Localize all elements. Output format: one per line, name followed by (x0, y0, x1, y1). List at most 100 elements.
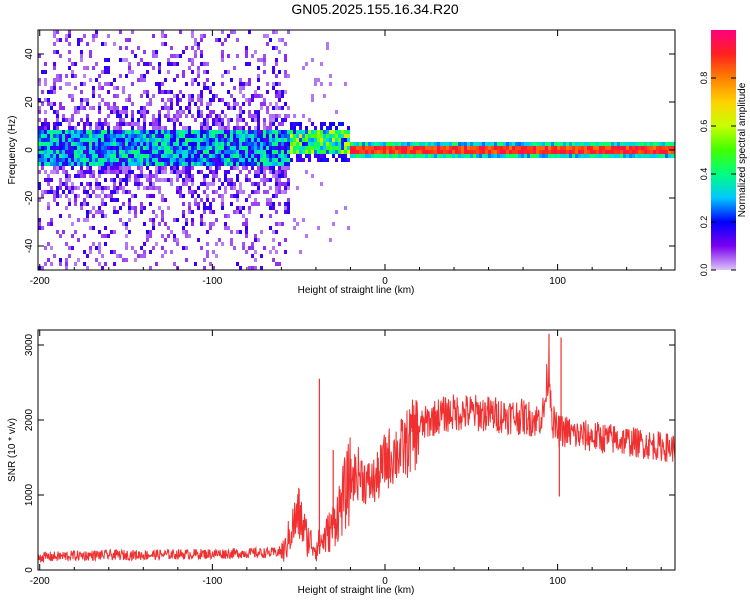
spectrogram-cell (104, 122, 107, 126)
spectrogram-cell (80, 102, 83, 106)
spectrogram-cell (170, 130, 173, 134)
spectrogram-x-label: Height of straight line (km) (298, 285, 415, 296)
spectrogram-cell (80, 202, 83, 206)
spectrogram-cell (227, 162, 230, 166)
spectrogram-cell (95, 30, 98, 34)
spectrogram-cell (86, 118, 89, 122)
spectrogram-cell (173, 158, 176, 162)
spectrogram-cell (221, 146, 224, 150)
spectrogram-cell (179, 138, 182, 142)
spectrogram-cell (164, 130, 167, 134)
spectrogram-cell (230, 230, 233, 234)
spectrogram-cell (461, 142, 464, 146)
spectrogram-cell (89, 170, 92, 174)
spectrogram-cell (38, 98, 41, 102)
spectrogram-cell (77, 146, 80, 150)
spectrogram-cell (188, 210, 191, 214)
spectrogram-cell (110, 250, 113, 254)
spectrogram-cell (215, 174, 218, 178)
spectrogram-cell (344, 146, 347, 150)
spectrogram-cell (233, 126, 236, 130)
spectrogram-cell (272, 202, 275, 206)
spectrogram-cell (611, 146, 614, 150)
spectrogram-cell (605, 146, 608, 150)
spectrogram-cell (158, 162, 161, 166)
spectrogram-cell (98, 130, 101, 134)
spectrogram-cell (89, 158, 92, 162)
spectrogram-cell (197, 142, 200, 146)
spectrogram-cell (146, 142, 149, 146)
spectrogram-cell (80, 154, 83, 158)
spectrogram-cell (434, 150, 437, 154)
spectrogram-cell (137, 254, 140, 258)
spectrogram-cell (209, 86, 212, 90)
spectrogram-cell (203, 62, 206, 66)
spectrogram-cell (467, 150, 470, 154)
spectrogram-cell (224, 102, 227, 106)
spectrogram-cell (173, 114, 176, 118)
spectrogram-cell (173, 234, 176, 238)
spectrogram-cell (191, 134, 194, 138)
spectrogram-cell (188, 202, 191, 206)
spectrogram-cell (182, 70, 185, 74)
spectrogram-cell (212, 162, 215, 166)
spectrogram-cell (161, 178, 164, 182)
spectrogram-cell (104, 162, 107, 166)
spectrogram-cell (53, 82, 56, 86)
spectrogram-cell (389, 142, 392, 146)
spectrogram-cell (152, 226, 155, 230)
spectrogram-cell (272, 206, 275, 210)
spectrogram-cell (107, 166, 110, 170)
spectrogram-cell (56, 38, 59, 42)
spectrogram-cell (221, 82, 224, 86)
spectrogram-cell (122, 150, 125, 154)
spectrogram-cell (230, 134, 233, 138)
spectrogram-cell (329, 146, 332, 150)
spectrogram-cell (200, 134, 203, 138)
spectrogram-cell (254, 198, 257, 202)
spectrogram-cell (89, 146, 92, 150)
spectrogram-cell (143, 186, 146, 190)
spectrogram-cell (128, 130, 131, 134)
spectrogram-cell (80, 98, 83, 102)
spectrogram-cell (74, 262, 77, 266)
spectrogram-cell (194, 162, 197, 166)
spectrogram-cell (137, 122, 140, 126)
spectrogram-cell (98, 82, 101, 86)
spectrogram-cell (59, 54, 62, 58)
spectrogram-cell (380, 146, 383, 150)
spectrogram-cell (119, 46, 122, 50)
spectrogram-cell (269, 130, 272, 134)
spectrogram-cell (56, 122, 59, 126)
spectrogram-cell (137, 186, 140, 190)
spectrogram-cell (125, 226, 128, 230)
spectrogram-cell (296, 158, 299, 162)
spectrogram-cell (209, 126, 212, 130)
spectrogram-cell (113, 186, 116, 190)
spectrogram-cell (242, 126, 245, 130)
spectrogram-cell (140, 146, 143, 150)
spectrogram-cell (194, 50, 197, 54)
spectrogram-cell (566, 154, 569, 158)
spectrogram-cell (347, 146, 350, 150)
spectrogram-cell (374, 142, 377, 146)
spectrogram-cell (194, 154, 197, 158)
spectrogram-cell (230, 138, 233, 142)
spectrogram-cell (50, 90, 53, 94)
spectrogram-cell (242, 150, 245, 154)
spectrogram-cell (341, 134, 344, 138)
spectrogram-cell (233, 154, 236, 158)
spectrogram-cell (254, 234, 257, 238)
spectrogram-cell (146, 162, 149, 166)
spectrogram-cell (404, 154, 407, 158)
spectrogram-cell (113, 106, 116, 110)
spectrogram-cell (266, 82, 269, 86)
spectrogram-cell (266, 42, 269, 46)
spectrogram-cell (53, 62, 56, 66)
spectrogram-cell (95, 162, 98, 166)
spectrogram-cell (173, 146, 176, 150)
spectrogram-cell (143, 78, 146, 82)
spectrogram-cell (140, 162, 143, 166)
spectrogram-cell (293, 122, 296, 126)
